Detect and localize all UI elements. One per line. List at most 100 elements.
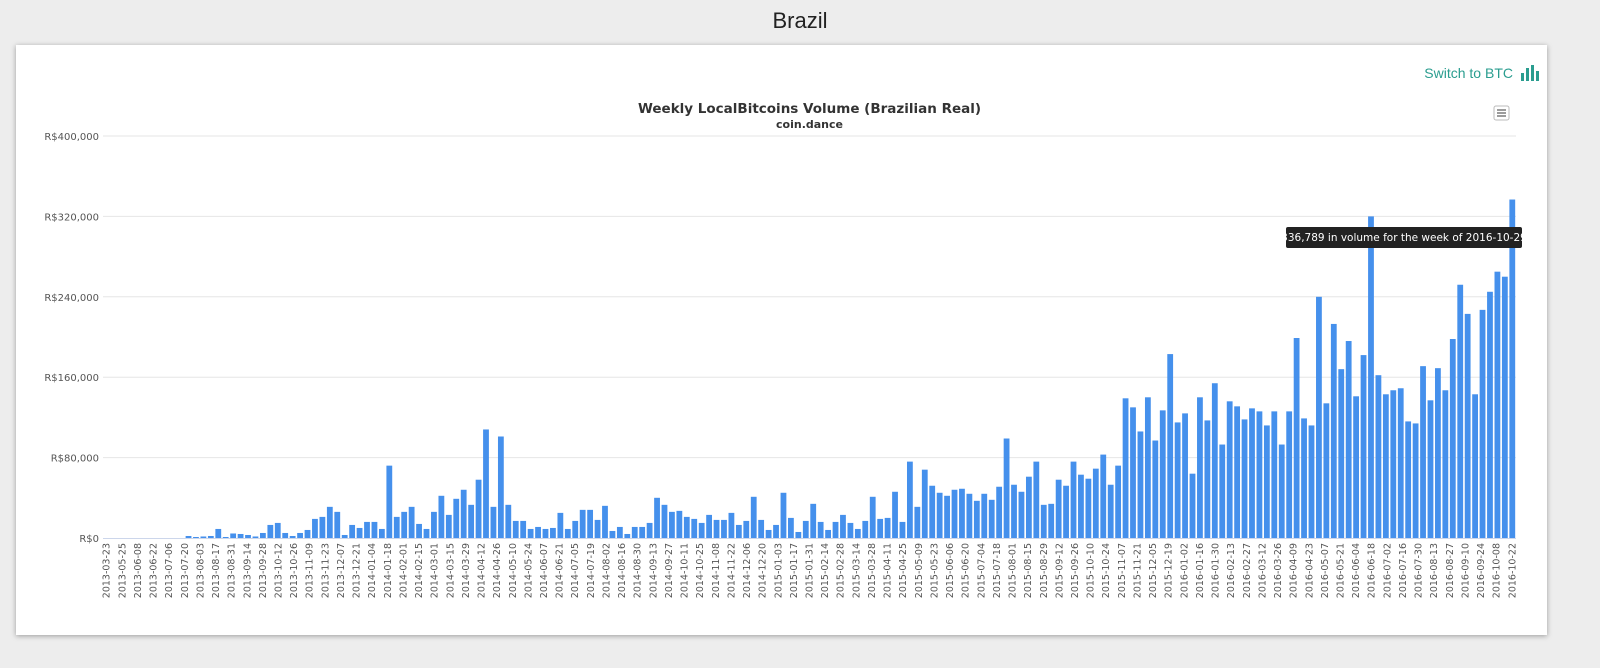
bar: [1197, 397, 1203, 538]
x-tick-label: 2014-01-18: [383, 543, 394, 598]
bar: [1189, 473, 1196, 538]
bar: [378, 528, 385, 538]
bar: [341, 534, 348, 538]
x-tick-label: 2016-07-02: [1382, 543, 1393, 598]
bar: [1464, 313, 1471, 538]
bar: [966, 493, 973, 538]
x-tick-label: 2016-01-16: [1195, 543, 1206, 598]
bar: [854, 528, 861, 538]
x-tick-label: 2015-07-18: [992, 543, 1003, 598]
bar: [1263, 425, 1270, 538]
bar: [386, 465, 393, 538]
x-tick-label: 2014-12-06: [742, 543, 753, 598]
bar: [981, 493, 988, 538]
bar: [1055, 479, 1062, 538]
bar: [1345, 341, 1352, 538]
bar: [557, 512, 564, 538]
x-tick-label: 2016-03-12: [1257, 543, 1268, 598]
x-tick-label: 2016-02-13: [1226, 543, 1237, 598]
bar: [631, 526, 638, 538]
bar: [661, 504, 668, 538]
x-tick-label: 2015-01-17: [789, 543, 800, 598]
x-tick-label: 2013-08-03: [195, 543, 206, 598]
bar: [572, 520, 579, 538]
x-tick-label: 2015-08-29: [1039, 543, 1050, 598]
bar: [520, 520, 527, 538]
bar: [453, 498, 460, 538]
bar: [1115, 465, 1122, 538]
bar: [468, 504, 475, 538]
tooltip: 336,789 in volume for the week of 2016-1…: [1281, 227, 1527, 248]
bar: [884, 517, 891, 538]
bar: [721, 519, 727, 538]
x-tick-label: 2015-06-06: [945, 543, 956, 598]
bar: [564, 528, 571, 538]
bar: [743, 520, 750, 538]
bar: [1152, 440, 1159, 538]
x-tick-label: 2013-08-31: [227, 543, 238, 598]
bar: [817, 521, 824, 538]
x-tick-label: 2016-07-16: [1398, 543, 1409, 598]
x-tick-label: 2015-05-09: [914, 543, 925, 598]
bar: [200, 536, 207, 538]
chart-title: Weekly LocalBitcoins Volume (Brazilian R…: [638, 101, 981, 117]
bar: [1107, 484, 1114, 538]
x-tick-label: 2015-12-19: [1164, 543, 1175, 598]
x-tick-label: 2014-09-27: [664, 543, 675, 598]
x-tick-label: 2015-11-07: [1117, 543, 1128, 598]
bar: [267, 524, 274, 538]
bar: [1316, 296, 1322, 538]
bar: [438, 495, 445, 538]
bar: [334, 511, 341, 538]
x-tick-label: 2016-05-21: [1335, 543, 1346, 598]
bar: [1040, 504, 1047, 538]
bar: [862, 520, 869, 538]
bar: [624, 533, 631, 538]
bar: [1368, 216, 1374, 538]
bar: [936, 492, 943, 538]
x-tick-label: 2014-06-21: [555, 543, 566, 598]
bar: [1219, 444, 1226, 538]
bar: [1487, 291, 1493, 538]
x-tick-label: 2015-03-28: [867, 543, 878, 598]
bar: [274, 522, 281, 538]
bar: [1271, 411, 1278, 538]
bar: [676, 510, 683, 538]
bar: [289, 535, 296, 538]
bar: [1226, 401, 1233, 538]
x-tick-label: 2014-10-25: [695, 543, 706, 598]
bar: [483, 429, 489, 538]
x-tick-label: 2014-06-07: [539, 543, 550, 598]
bar: [237, 533, 244, 538]
bar: [921, 469, 928, 538]
x-tick-label: 2015-06-20: [961, 543, 972, 598]
switch-to-btc-button[interactable]: Switch to BTC: [1424, 65, 1539, 81]
bar: [1048, 503, 1055, 538]
x-tick-label: 2014-04-12: [477, 543, 488, 598]
x-tick-label: 2014-02-15: [414, 543, 425, 598]
x-tick-label: 2014-08-30: [633, 543, 644, 598]
bar: [929, 485, 936, 538]
bar: [609, 530, 616, 538]
bar: [750, 496, 757, 538]
x-tick-label: 2016-08-13: [1429, 543, 1440, 598]
bar: [869, 496, 876, 538]
bar: [423, 528, 430, 538]
hamburger-menu-icon[interactable]: [1493, 105, 1510, 121]
x-tick-label: 2015-10-10: [1086, 543, 1097, 598]
bar: [319, 516, 326, 538]
bar: [356, 527, 363, 538]
x-tick-label: 2014-07-05: [570, 543, 581, 598]
bar: [587, 509, 594, 538]
bar: [706, 514, 713, 538]
bar: [1360, 355, 1367, 538]
x-tick-label: 2016-02-27: [1242, 543, 1253, 598]
x-tick-label: 2013-06-22: [149, 543, 160, 598]
x-tick-label: 2014-03-29: [461, 543, 472, 598]
bar: [840, 514, 846, 538]
bar: [1293, 338, 1300, 538]
x-tick-label: 2014-05-10: [508, 543, 519, 598]
bar: [973, 500, 980, 538]
x-tick-label: 2013-10-12: [274, 543, 285, 598]
bar: [1382, 394, 1389, 538]
